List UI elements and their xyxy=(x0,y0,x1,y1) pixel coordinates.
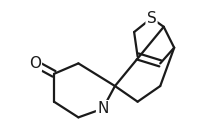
Text: O: O xyxy=(29,56,41,71)
Text: S: S xyxy=(147,11,156,26)
Text: N: N xyxy=(97,101,108,116)
